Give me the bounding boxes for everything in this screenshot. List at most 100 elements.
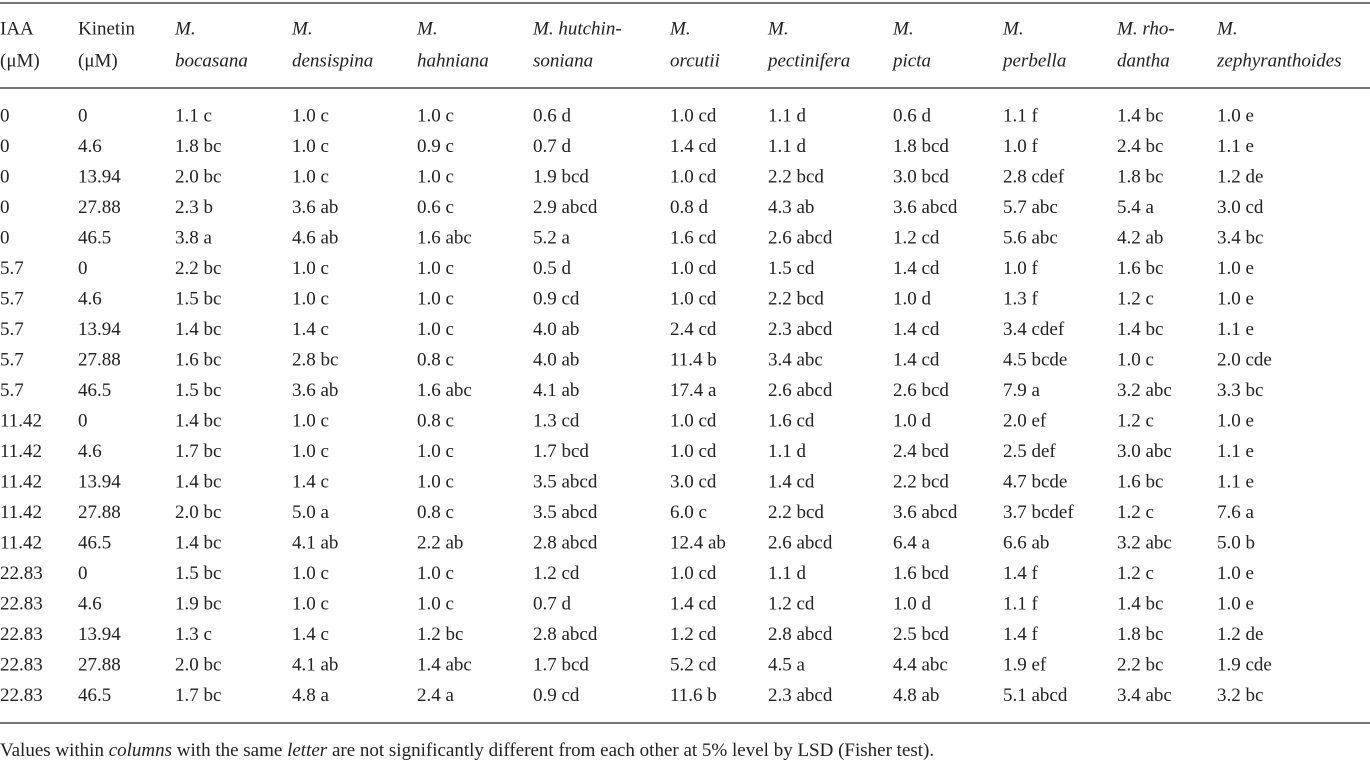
cell: 13.94: [78, 471, 121, 492]
cell: 1.3 f: [1003, 288, 1039, 309]
cell: 1.0 f: [1003, 136, 1039, 157]
cell: 13.94: [78, 166, 121, 187]
cell: 1.8 bc: [1117, 624, 1163, 645]
cell: 1.0 cd: [670, 288, 717, 309]
cell: 1.4 cd: [768, 471, 815, 492]
cell: 1.0 c: [417, 258, 454, 279]
cell: 1.4 f: [1003, 563, 1039, 584]
cell: 1.0 c: [417, 166, 454, 187]
cell: 5.7: [0, 380, 24, 401]
cell: 1.1 d: [768, 105, 807, 126]
cell: 3.6 abcd: [893, 197, 958, 218]
cell: 4.0 ab: [533, 349, 579, 370]
cell: 3.8 a: [175, 227, 213, 248]
cell: 0.6 d: [533, 105, 572, 126]
header-cell: M.: [892, 18, 914, 39]
cell: 2.3 abcd: [768, 319, 833, 340]
cell: 1.0 c: [417, 441, 454, 462]
cell: 22.83: [0, 563, 43, 584]
cell: 3.6 abcd: [893, 502, 958, 523]
header-cell: M. hutchin-: [532, 18, 622, 39]
cell: 3.0 abc: [1117, 441, 1172, 462]
cell: 1.8 bc: [175, 136, 221, 157]
cell: 27.88: [78, 197, 121, 218]
cell: 3.6 ab: [292, 380, 338, 401]
cell: 4.4 abc: [893, 654, 948, 675]
cell: 1.6 abc: [417, 227, 472, 248]
cell: 1.4 cd: [893, 258, 940, 279]
cell: 27.88: [78, 349, 121, 370]
cell: 3.0 cd: [670, 471, 717, 492]
cell: 1.0 f: [1003, 258, 1039, 279]
cell: 1.4 bc: [175, 532, 221, 553]
header-cell: hahniana: [417, 50, 489, 71]
cell: 22.83: [0, 593, 43, 614]
cell: 1.9 cde: [1217, 654, 1272, 675]
cell: 0.8 c: [417, 349, 454, 370]
cell: 3.0 bcd: [893, 166, 949, 187]
cell: 22.83: [0, 685, 43, 706]
cell: 0: [0, 136, 10, 157]
cell: 1.3 c: [175, 624, 212, 645]
cell: 4.0 ab: [533, 319, 579, 340]
cell: 1.2 c: [1117, 563, 1154, 584]
cell: 1.0 e: [1217, 563, 1254, 584]
cell: 3.4 abc: [768, 349, 823, 370]
header-cell: orcutii: [670, 50, 720, 71]
cell: 11.42: [0, 441, 42, 462]
cell: 46.5: [78, 685, 111, 706]
cell: 2.2 bcd: [893, 471, 949, 492]
cell: 1.0 e: [1217, 593, 1254, 614]
header-cell: M.: [416, 18, 438, 39]
cell: 1.0 c: [292, 288, 329, 309]
cell: 1.9 ef: [1003, 654, 1047, 675]
cell: 2.8 abcd: [533, 532, 598, 553]
cell: 1.6 cd: [670, 227, 717, 248]
header-cell: M.: [669, 18, 691, 39]
cell: 0: [78, 105, 88, 126]
cell: 1.4 cd: [893, 349, 940, 370]
cell: 3.4 cdef: [1003, 319, 1065, 340]
cell: 5.7: [0, 288, 24, 309]
cell: 1.3 cd: [533, 410, 580, 431]
cell: 1.5 cd: [768, 258, 815, 279]
cell: 1.2 cd: [768, 593, 815, 614]
cell: 17.4 a: [670, 380, 717, 401]
cell: 2.4 bc: [1117, 136, 1163, 157]
cell: 3.2 bc: [1217, 685, 1263, 706]
cell: 2.0 bc: [175, 654, 221, 675]
cell: 1.4 cd: [670, 593, 717, 614]
cell: 1.0 d: [893, 593, 932, 614]
header-cell: IAA: [0, 18, 34, 39]
cell: 1.4 cd: [670, 136, 717, 157]
cell: 46.5: [78, 380, 111, 401]
cell: 1.0 c: [417, 471, 454, 492]
cell: 2.2 bcd: [768, 288, 824, 309]
cell: 5.7: [0, 349, 24, 370]
cell: 1.0 e: [1217, 105, 1254, 126]
cell: 3.2 abc: [1117, 532, 1172, 553]
header-cell: pectinifera: [766, 50, 850, 71]
cell: 3.3 bc: [1217, 380, 1263, 401]
cell: 1.2 de: [1217, 624, 1263, 645]
footnote-part: are not significantly different from eac…: [327, 740, 934, 761]
cell: 7.9 a: [1003, 380, 1041, 401]
cell: 22.83: [0, 624, 43, 645]
cell: 1.0 c: [292, 593, 329, 614]
cell: 2.4 a: [417, 685, 455, 706]
cell: 1.4 bc: [1117, 319, 1163, 340]
header-cell: M.: [174, 18, 196, 39]
header-cell: bocasana: [175, 50, 248, 71]
cell: 2.5 def: [1003, 441, 1056, 462]
footnote-part: Values within: [0, 740, 109, 761]
cell: 0.9 cd: [533, 685, 580, 706]
cell: 1.2 c: [1117, 410, 1154, 431]
header-cell: soniana: [533, 50, 593, 71]
cell: 46.5: [78, 227, 111, 248]
cell: 0.7 d: [533, 136, 572, 157]
cell: 2.2 bc: [1117, 654, 1163, 675]
cell: 1.9 bc: [175, 593, 221, 614]
cell: 2.8 abcd: [768, 624, 833, 645]
header-cell: M.: [1216, 18, 1238, 39]
